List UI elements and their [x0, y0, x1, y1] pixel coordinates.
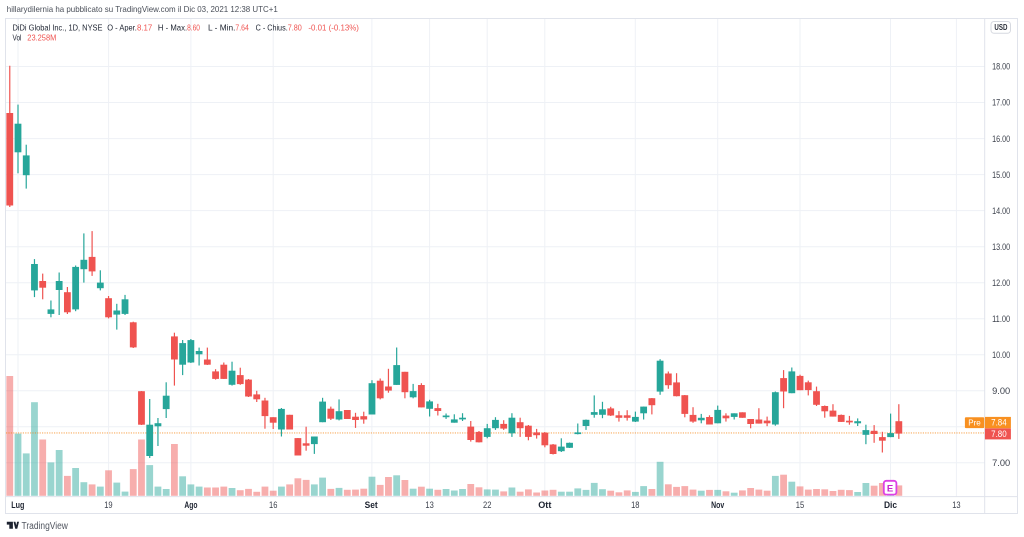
- svg-text:7.64: 7.64: [235, 22, 249, 32]
- svg-text:7.80: 7.80: [991, 429, 1007, 439]
- svg-text:12.00: 12.00: [992, 278, 1010, 288]
- svg-text:16.00: 16.00: [992, 134, 1010, 144]
- svg-text:-0.01 (-0.13%): -0.01 (-0.13%): [308, 22, 359, 32]
- svg-text:15.00: 15.00: [992, 170, 1010, 180]
- svg-text:13: 13: [952, 500, 960, 510]
- svg-text:Lug: Lug: [11, 500, 24, 510]
- svg-text:DiDi Global Inc., 1D, NYSE: DiDi Global Inc., 1D, NYSE: [13, 22, 103, 32]
- svg-text:18.00: 18.00: [992, 62, 1010, 72]
- svg-text:C - Chius.: C - Chius.: [256, 22, 288, 32]
- svg-text:7.80: 7.80: [288, 22, 302, 32]
- svg-text:USD: USD: [994, 23, 1007, 32]
- svg-text:16: 16: [269, 500, 277, 510]
- svg-text:11.00: 11.00: [992, 314, 1010, 324]
- svg-text:Dic: Dic: [884, 500, 897, 510]
- svg-text:Pre: Pre: [968, 418, 981, 427]
- svg-text:H - Max.: H - Max.: [158, 22, 187, 32]
- svg-text:hillarydilernia ha pubblicato: hillarydilernia ha pubblicato su Trading…: [7, 4, 278, 14]
- svg-text:14.00: 14.00: [992, 206, 1010, 216]
- svg-text:13.00: 13.00: [992, 242, 1010, 252]
- svg-text:13: 13: [425, 500, 433, 510]
- svg-text:19: 19: [104, 500, 112, 510]
- svg-text:7.84: 7.84: [991, 417, 1007, 427]
- svg-text:7.00: 7.00: [992, 458, 1010, 468]
- svg-text:9.00: 9.00: [992, 386, 1010, 396]
- svg-text:17.00: 17.00: [992, 98, 1010, 108]
- svg-text:Vol: Vol: [13, 33, 22, 43]
- svg-text:Ago: Ago: [184, 500, 198, 510]
- svg-text:E: E: [887, 484, 893, 495]
- svg-text:23.258M: 23.258M: [27, 33, 56, 43]
- svg-text:Set: Set: [365, 500, 378, 510]
- svg-text:18: 18: [631, 500, 639, 510]
- svg-text:8.17: 8.17: [137, 22, 152, 32]
- svg-text:TradingView: TradingView: [22, 521, 69, 532]
- svg-text:L - Min.: L - Min.: [208, 22, 235, 32]
- svg-text:O - Aper.: O - Aper.: [107, 22, 137, 32]
- svg-text:15: 15: [796, 500, 804, 510]
- svg-text:22: 22: [483, 500, 491, 510]
- svg-text:Ott: Ott: [538, 500, 551, 510]
- svg-text:8.60: 8.60: [187, 22, 200, 32]
- svg-text:Nov: Nov: [711, 500, 724, 510]
- svg-text:10.00: 10.00: [992, 350, 1010, 360]
